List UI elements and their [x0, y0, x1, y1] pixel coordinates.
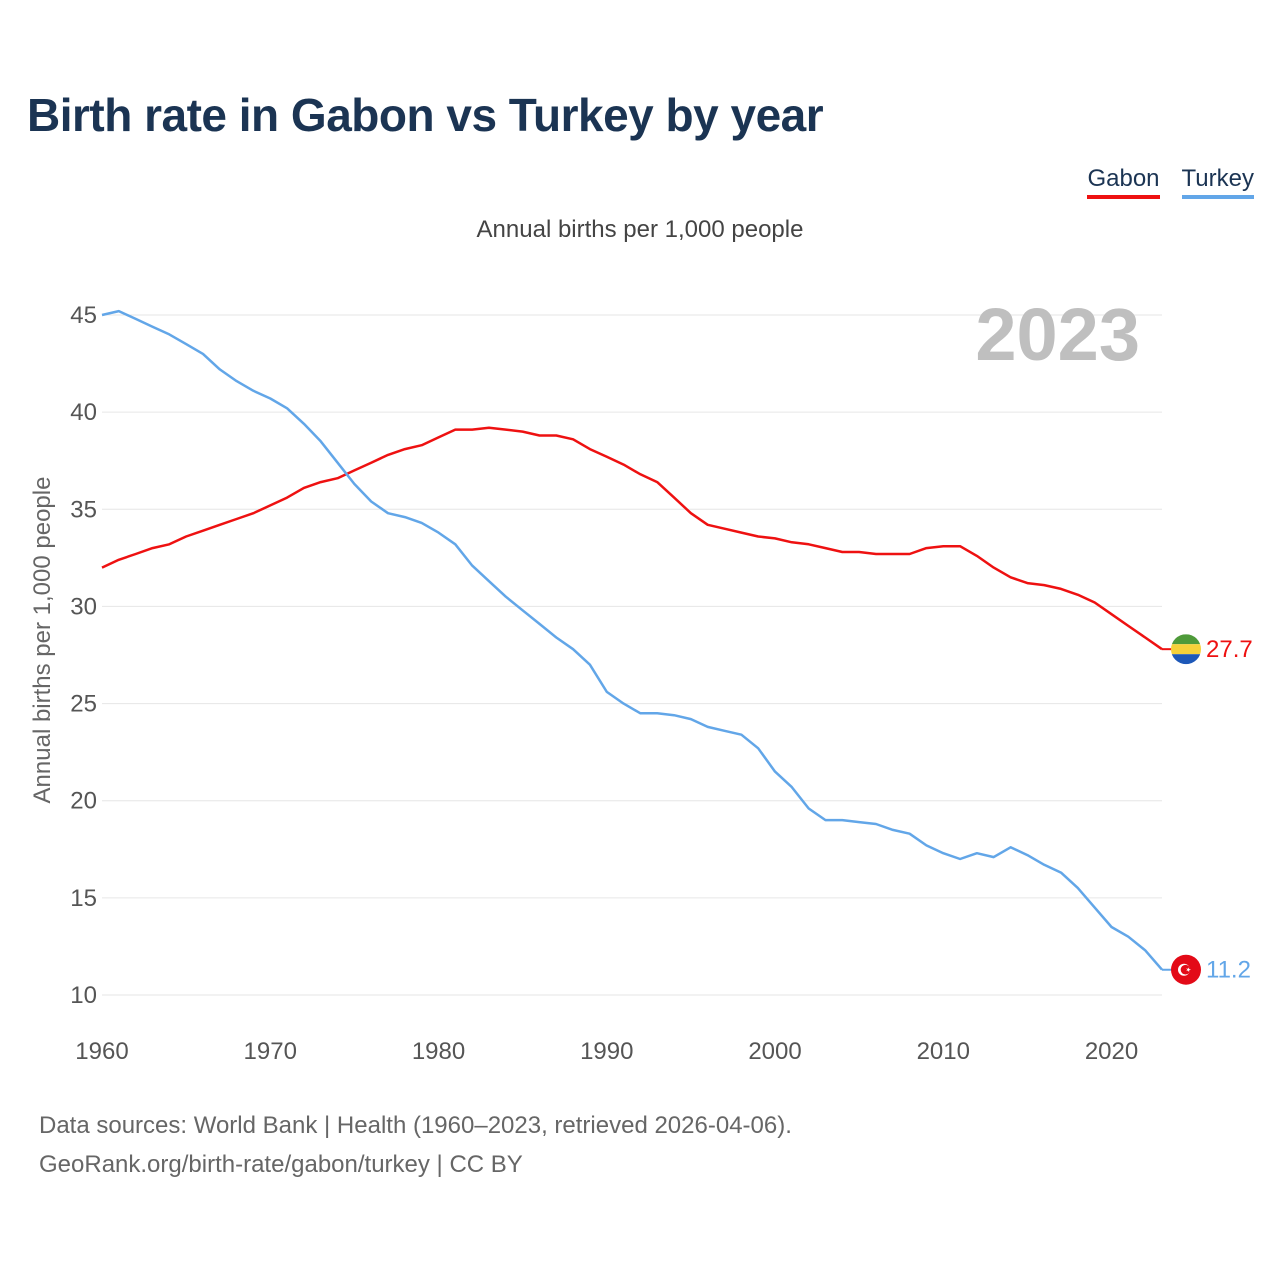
y-tick-label: 15	[70, 885, 97, 912]
y-tick-label: 45	[70, 302, 97, 329]
chart-subtitle: Annual births per 1,000 people	[476, 216, 804, 243]
legend-item-turkey[interactable]: Turkey	[1181, 165, 1254, 199]
chart-title: Birth rate in Gabon vs Turkey by year	[27, 89, 824, 141]
legend-item-gabon[interactable]: Gabon	[1087, 165, 1160, 199]
x-tick-label: 2020	[1085, 1038, 1138, 1065]
y-tick-label: 30	[70, 593, 97, 620]
x-tick-label: 1960	[75, 1038, 128, 1065]
y-tick-label: 10	[70, 982, 97, 1009]
y-axis-ticks: 10 15 20 25 30 35 40 45	[70, 302, 97, 1009]
x-tick-label: 1980	[412, 1038, 465, 1065]
year-watermark: 2023	[975, 293, 1140, 376]
series	[101, 309, 1172, 971]
turkey-flag-icon	[1171, 954, 1201, 985]
y-tick-label: 20	[70, 788, 97, 815]
gabon-end-value: 27.7	[1206, 636, 1253, 663]
y-tick-label: 40	[70, 399, 97, 426]
legend: Gabon Turkey	[1087, 165, 1254, 199]
footer: Data sources: World Bank | Health (1960–…	[39, 1106, 792, 1184]
series-line-turkey[interactable]	[101, 309, 1163, 971]
data-source-note: Data sources: World Bank | Health (1960–…	[39, 1112, 792, 1139]
y-tick-label: 35	[70, 496, 97, 523]
x-axis-ticks: 1960 1970 1980 1990 2000 2010 2020	[75, 1038, 1138, 1065]
x-tick-label: 1990	[580, 1038, 633, 1065]
x-tick-label: 1970	[244, 1038, 297, 1065]
gridlines	[102, 314, 1162, 996]
y-axis-label: Annual births per 1,000 people	[29, 477, 56, 804]
y-tick-label: 25	[70, 691, 97, 718]
turkey-end-value: 11.2	[1206, 957, 1251, 984]
source-url-license: GeoRank.org/birth-rate/gabon/turkey | CC…	[39, 1151, 523, 1178]
x-tick-label: 2010	[917, 1038, 970, 1065]
series-line-gabon[interactable]	[101, 426, 1163, 651]
gabon-flag-icon	[1171, 634, 1201, 665]
line-chart: 2023 10 15 20 25 30 35 40 45 1960 1970 1980 1990 20…	[29, 293, 1253, 1065]
x-tick-label: 2000	[748, 1038, 801, 1065]
